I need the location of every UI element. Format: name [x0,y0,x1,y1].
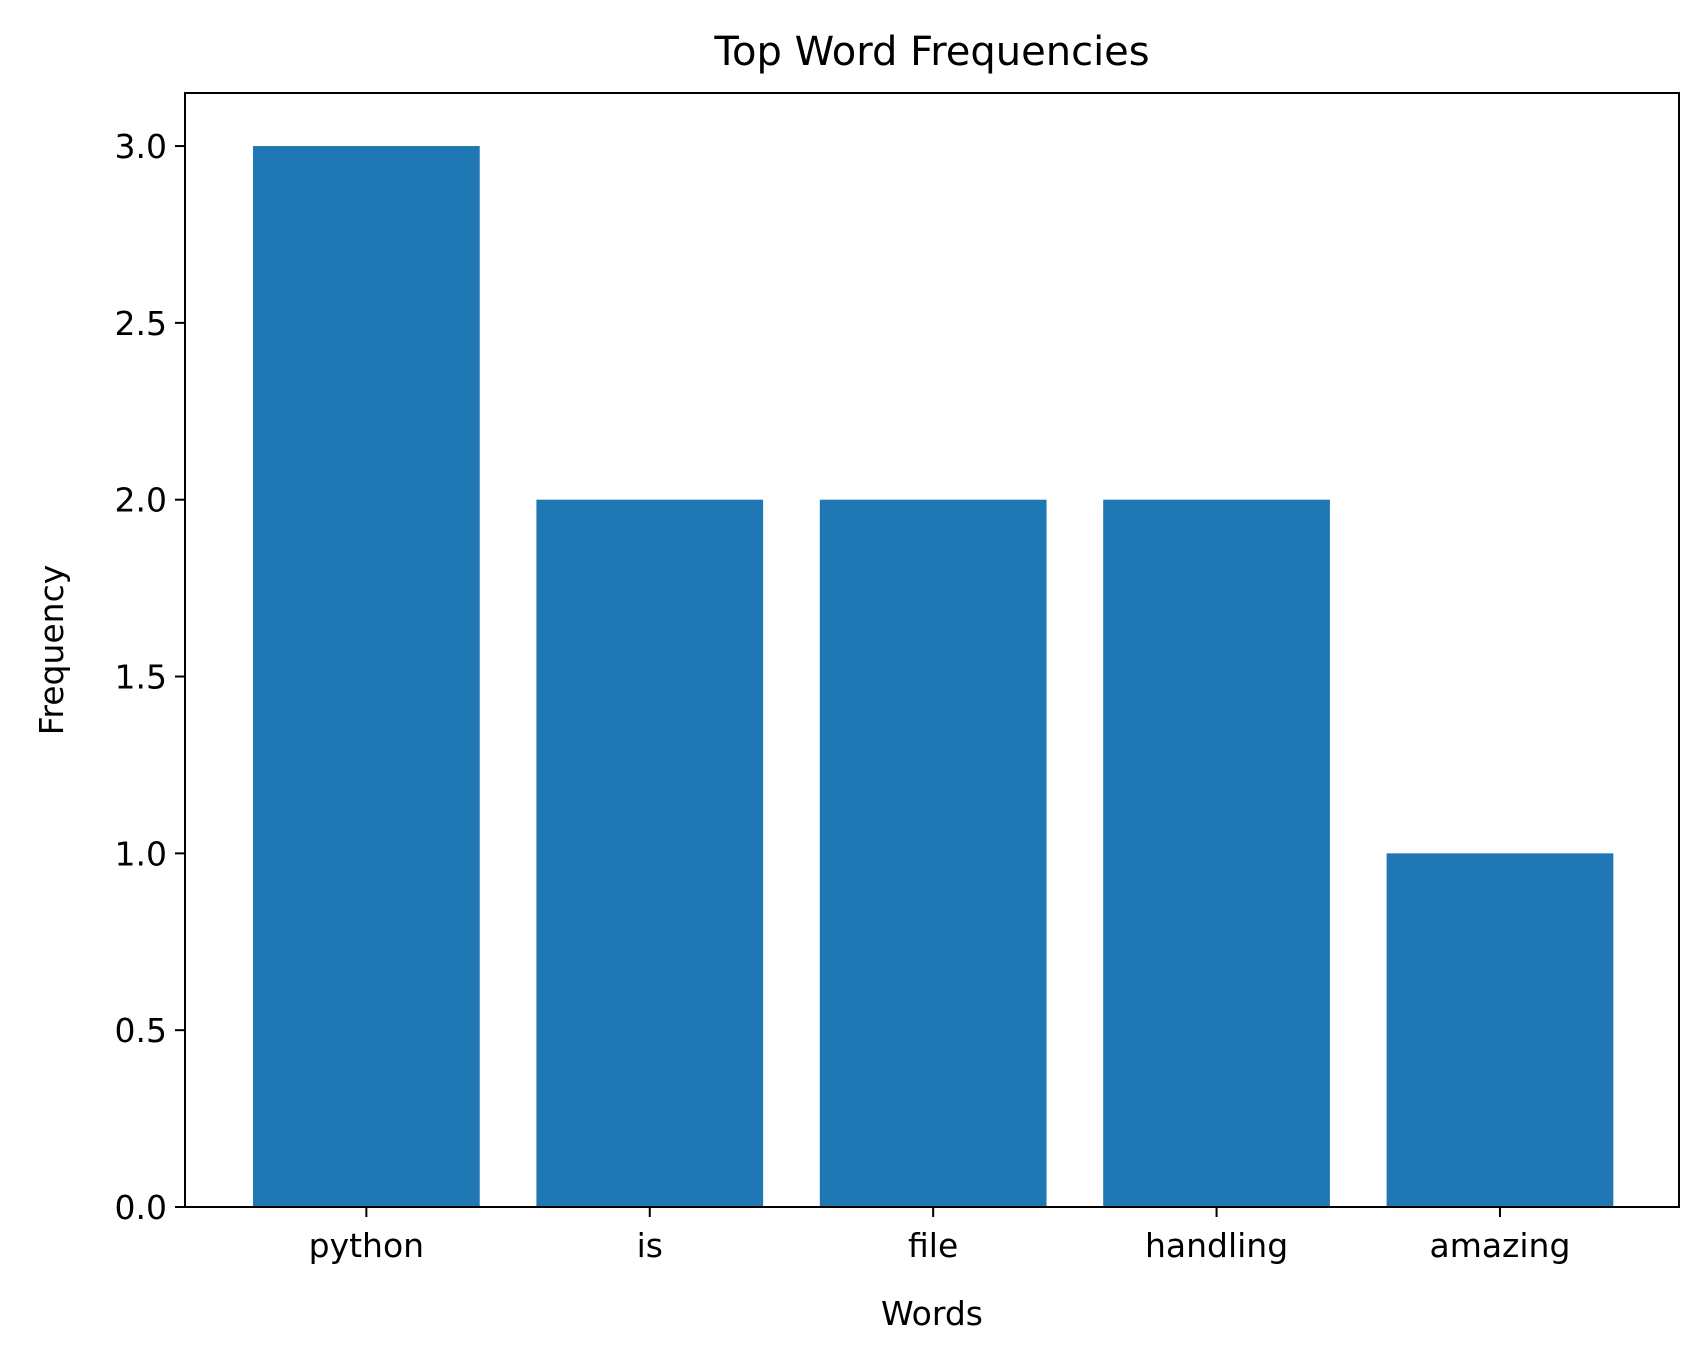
y-tick-label: 0.0 [115,1188,167,1227]
x-axis-label: Words [881,1294,983,1333]
x-tick-label: file [908,1226,958,1265]
bars-group [253,146,1614,1208]
y-tick-label: 2.5 [115,304,167,343]
x-tick-label: amazing [1429,1226,1570,1265]
bar-python [253,146,480,1208]
bar-amazing [1386,853,1614,1207]
y-tick-label: 3.0 [115,127,167,166]
y-tick-label: 1.0 [115,834,167,873]
bar-is [536,499,764,1207]
x-tick-label: python [309,1226,424,1265]
y-axis-label: Frequency [32,565,71,735]
chart-title: Top Word Frequencies [713,29,1149,75]
y-tick-label: 0.5 [115,1011,167,1050]
y-tick-label: 1.5 [115,658,167,697]
x-tick-label: is [637,1226,663,1265]
bar-file [819,499,1047,1207]
x-tick-label: handling [1145,1226,1288,1265]
y-axis-ticks: 0.0 0.5 1.0 1.5 2.0 2.5 3.0 [115,127,185,1227]
y-tick-label: 2.0 [115,481,167,520]
x-axis-ticks: python is file handling amazing [309,1207,1570,1265]
plot-frame [184,92,1680,1208]
bar-handling [1103,499,1330,1207]
